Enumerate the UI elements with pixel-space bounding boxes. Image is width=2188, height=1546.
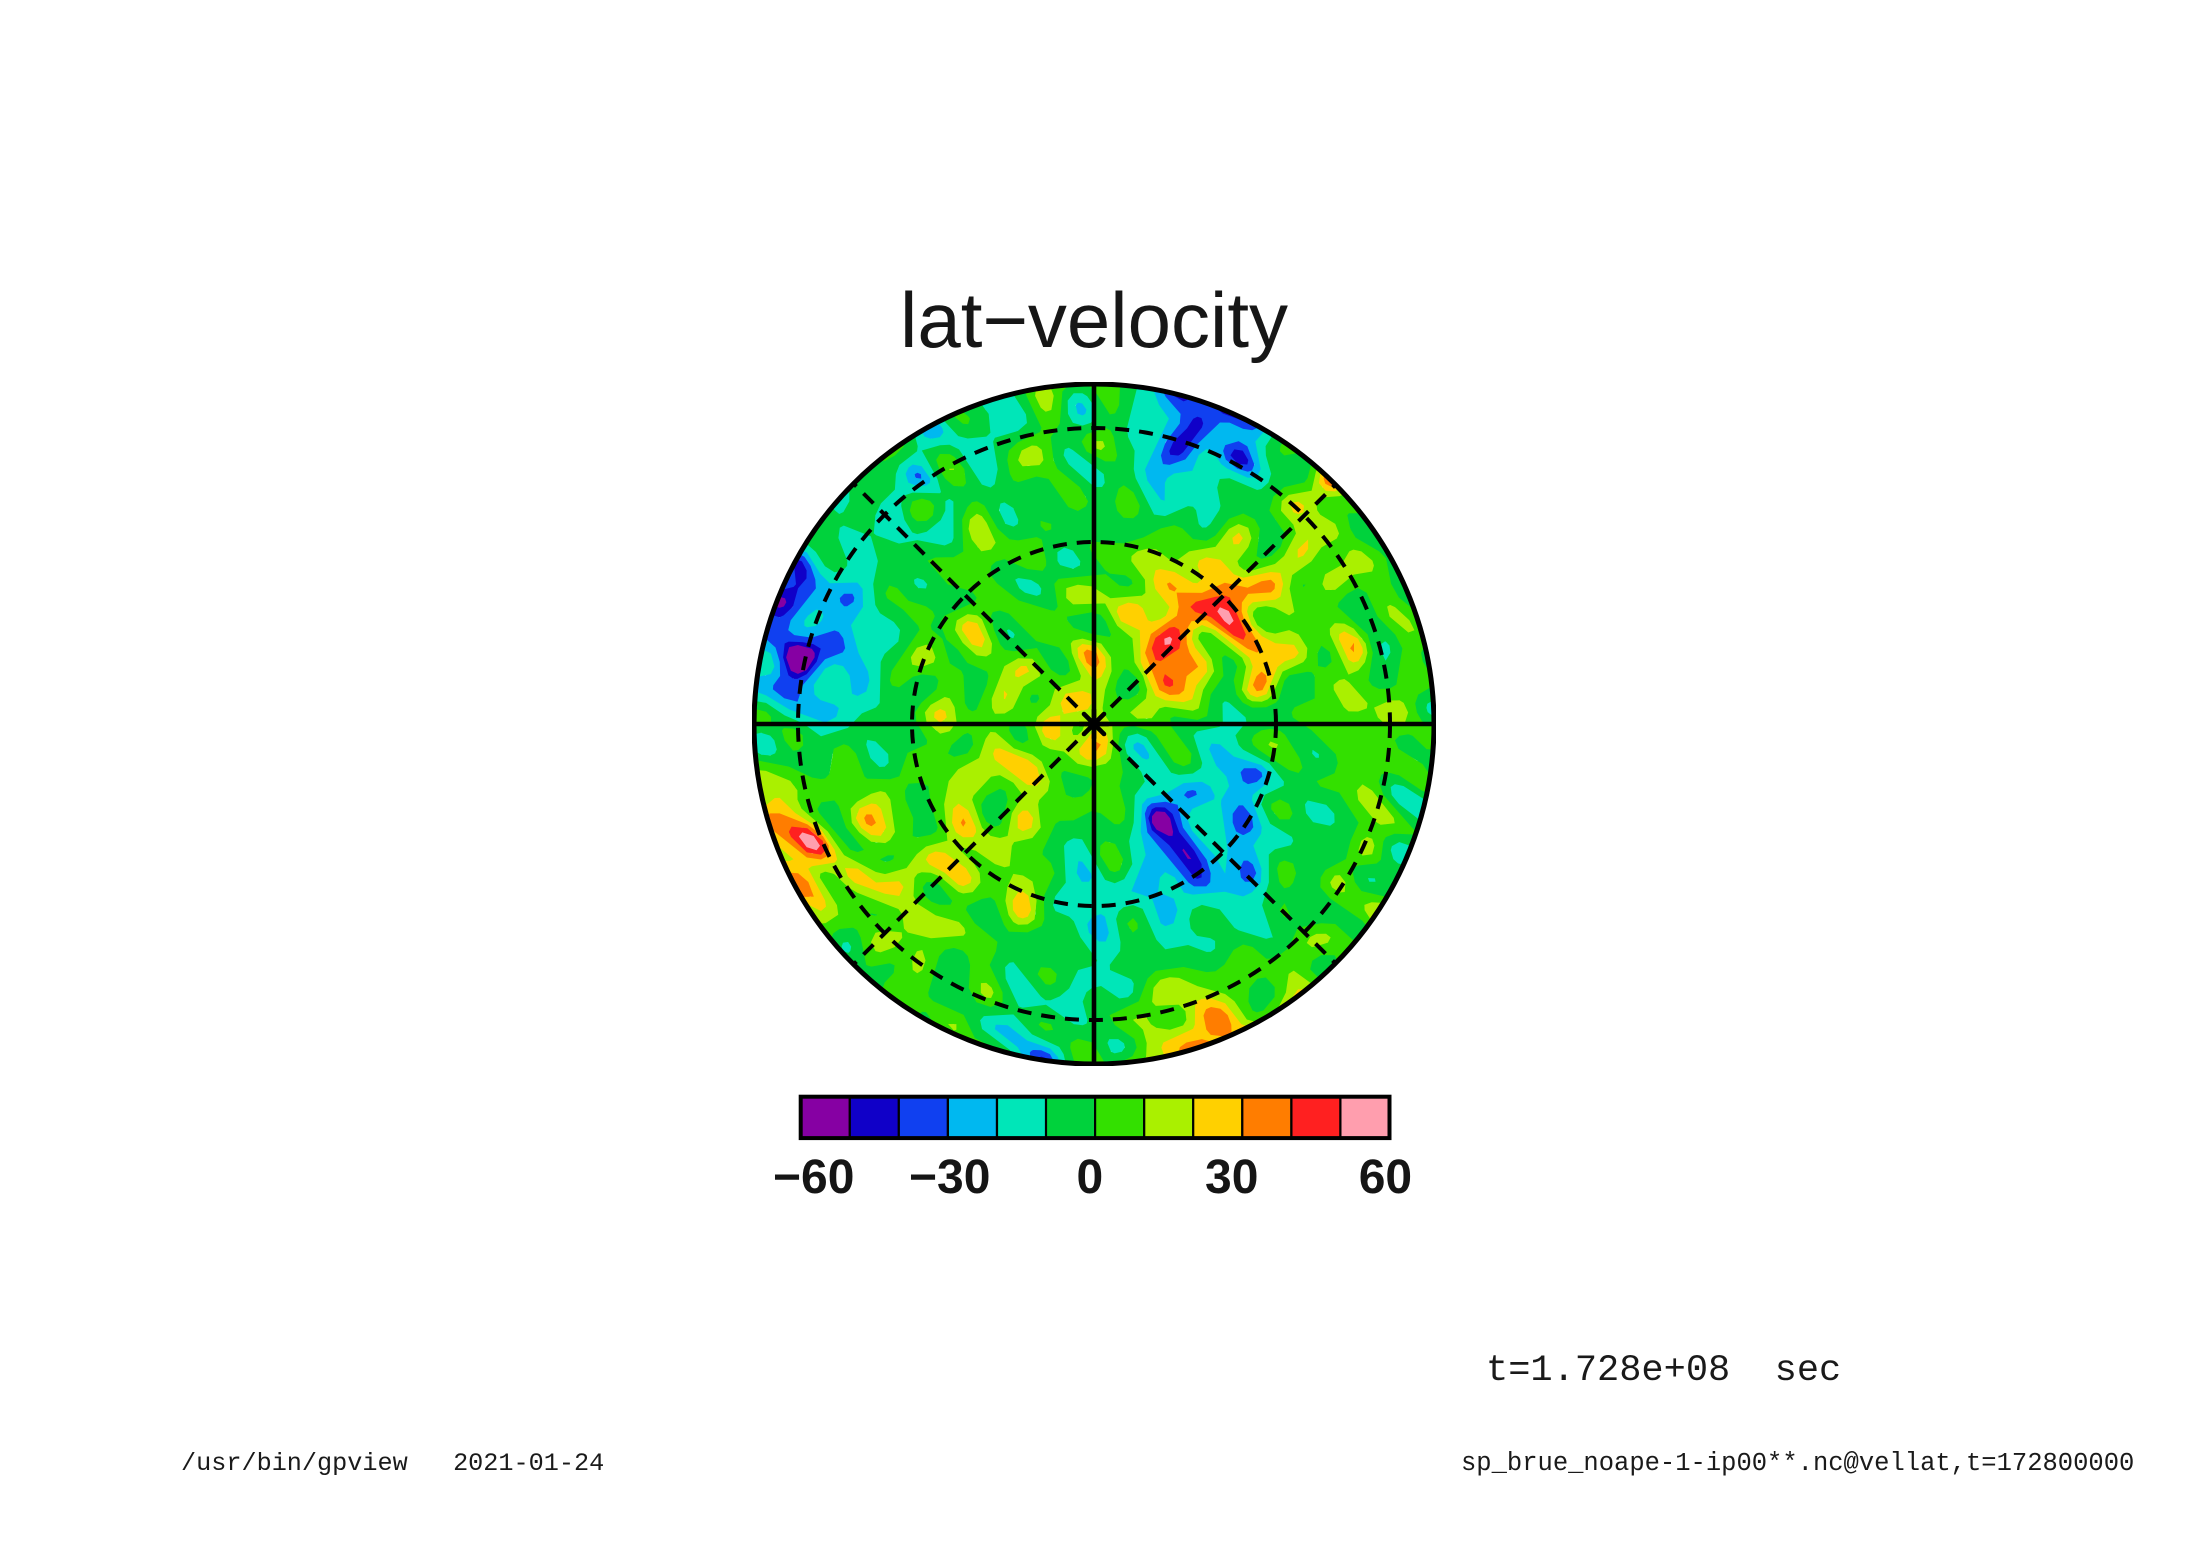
svg-text:60: 60 bbox=[1359, 1151, 1412, 1204]
svg-text:−60: −60 bbox=[773, 1151, 854, 1204]
svg-text:−30: −30 bbox=[909, 1151, 990, 1204]
svg-text:30: 30 bbox=[1205, 1151, 1258, 1204]
svg-text:0: 0 bbox=[1076, 1151, 1103, 1204]
